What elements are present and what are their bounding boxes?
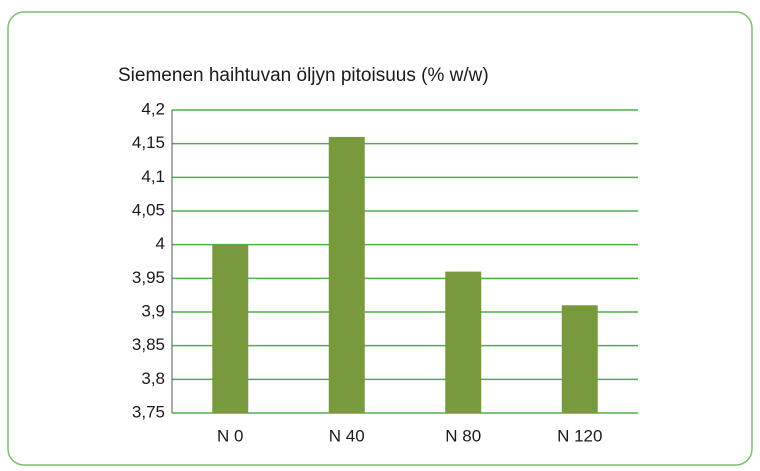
x-tick-label: N 0 (217, 426, 243, 445)
y-tick-label: 4,1 (141, 167, 165, 186)
x-tick-label: N 80 (445, 426, 481, 445)
bar (445, 271, 482, 413)
bar (212, 244, 249, 413)
y-tick-label: 4,2 (141, 99, 165, 118)
y-tick-label: 3,95 (132, 268, 165, 287)
y-tick-label: 3,85 (132, 335, 165, 354)
bar (561, 305, 598, 413)
y-tick-label: 3,9 (141, 301, 165, 320)
chart-title: Siemenen haihtuvan öljyn pitoisuus (% w/… (118, 65, 489, 86)
bar (328, 136, 365, 413)
y-tick-label: 3,75 (132, 402, 165, 421)
y-tick-label: 4,15 (132, 133, 165, 152)
y-tick-label: 4 (156, 234, 165, 253)
y-tick-label: 4,05 (132, 200, 165, 219)
y-tick-label: 3,8 (141, 369, 165, 388)
x-tick-label: N 40 (329, 426, 365, 445)
x-tick-label: N 120 (557, 426, 602, 445)
